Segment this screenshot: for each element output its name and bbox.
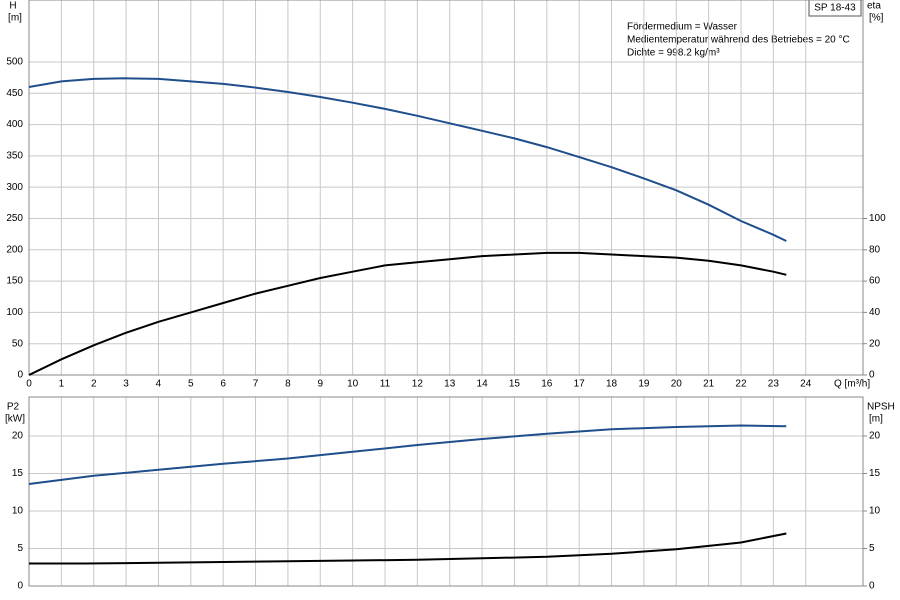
x-tick-label: 16 [541, 379, 553, 390]
y2-tick-label: 20 [869, 431, 881, 442]
x-tick-label: 20 [671, 379, 683, 390]
y-axis-unit: [m] [8, 13, 22, 24]
x-tick-label: 15 [509, 379, 521, 390]
y-axis-unit: [kW] [5, 414, 25, 425]
x-tick-label: 23 [768, 379, 780, 390]
x-tick-label: 12 [412, 379, 424, 390]
x-tick-label: 19 [638, 379, 650, 390]
y2-tick-label: 5 [869, 543, 875, 554]
y2-axis-unit: [m] [869, 414, 883, 425]
x-tick-label: 9 [317, 379, 323, 390]
y2-tick-label: 0 [869, 370, 875, 381]
x-tick-label: 14 [477, 379, 489, 390]
y2-axis-label: eta [867, 1, 881, 12]
series-line [28, 251, 787, 376]
y-tick-label: 100 [6, 307, 23, 318]
x-tick-label: 0 [26, 379, 32, 390]
y2-tick-label: 15 [869, 468, 881, 479]
x-tick-label: 21 [703, 379, 715, 390]
x-tick-label: 3 [123, 379, 129, 390]
annotation: Fördermedium = Wasser [627, 22, 738, 33]
y-tick-label: 250 [6, 213, 23, 224]
x-axis-label: Q [m³/h] [834, 379, 870, 390]
x-tick-label: 11 [380, 379, 391, 390]
y-tick-label: 400 [6, 119, 23, 130]
y2-tick-label: 80 [869, 244, 881, 255]
y-axis-label: P2 [7, 402, 20, 413]
y2-tick-label: 20 [869, 338, 881, 349]
y-tick-label: 50 [12, 338, 24, 349]
x-tick-label: 18 [606, 379, 618, 390]
model-box [808, 0, 862, 17]
y-tick-label: 200 [6, 244, 23, 255]
y-tick-label: 20 [12, 431, 24, 442]
x-tick-label: 22 [735, 379, 747, 390]
y-axis-label: H [9, 1, 16, 12]
x-tick-label: 2 [91, 379, 97, 390]
y-tick-label: 150 [6, 276, 23, 287]
y2-axis-label: NPSH [867, 402, 895, 413]
model-label: SP 18-43 [814, 3, 856, 14]
x-tick-label: 7 [253, 379, 259, 390]
x-tick-label: 17 [574, 379, 586, 390]
y2-tick-label: 60 [869, 276, 881, 287]
series-line [29, 532, 787, 565]
y2-tick-label: 0 [869, 581, 875, 592]
y-tick-label: 15 [12, 468, 24, 479]
y2-tick-label: 40 [869, 307, 881, 318]
plot-frame [28, 0, 864, 376]
x-tick-label: 10 [347, 379, 359, 390]
y2-axis-unit: [%] [869, 13, 884, 24]
annotation: Medientemperatur während des Betriebes =… [627, 35, 850, 46]
y-tick-label: 0 [17, 581, 23, 592]
y-tick-label: 0 [17, 370, 23, 381]
y-tick-label: 300 [6, 182, 23, 193]
y2-tick-label: 10 [869, 506, 881, 517]
y2-tick-label: 100 [869, 213, 886, 224]
x-tick-label: 8 [285, 379, 291, 390]
annotation: Dichte = 998.2 kg/m³ [627, 48, 720, 59]
series-line [28, 77, 787, 242]
x-tick-label: 5 [188, 379, 194, 390]
x-tick-label: 6 [220, 379, 226, 390]
x-tick-label: 1 [59, 379, 65, 390]
y-tick-label: 350 [6, 151, 23, 162]
plot-frame [28, 396, 864, 587]
x-tick-label: 4 [156, 379, 162, 390]
y-tick-label: 500 [6, 57, 23, 68]
x-tick-label: 13 [444, 379, 456, 390]
y-tick-label: 10 [12, 506, 24, 517]
x-tick-label: 24 [800, 379, 812, 390]
y-tick-label: 5 [17, 543, 23, 554]
y-tick-label: 450 [6, 88, 23, 99]
series-line [28, 424, 787, 485]
